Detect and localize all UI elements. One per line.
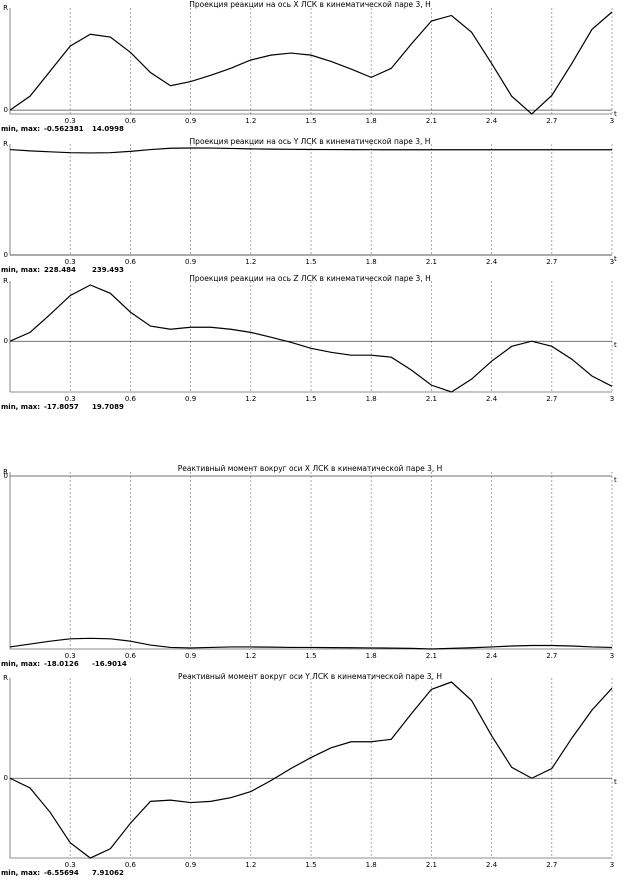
x-tick-label: 2.1 <box>426 652 437 660</box>
min-value: -0.562381 <box>44 125 84 133</box>
x-axis-label: t <box>614 778 617 786</box>
data-line <box>9 637 613 650</box>
minmax-label: min, max: <box>1 266 40 274</box>
chart-title: Проекция реакции на ось X ЛСК в кинемати… <box>189 0 430 9</box>
x-tick-label: 2.1 <box>426 395 437 403</box>
x-tick-label: 1.8 <box>366 652 377 660</box>
x-tick-label: 0.6 <box>125 117 137 125</box>
x-tick-label: 1.8 <box>366 861 377 869</box>
y-tick-label: 0 <box>4 472 8 480</box>
max-value: 239.493 <box>92 266 124 274</box>
x-tick-label: 0.3 <box>65 117 76 125</box>
x-tick-label: 1.2 <box>245 395 256 403</box>
x-tick-label: 1.5 <box>305 861 316 869</box>
x-tick-label: 1.2 <box>245 258 256 266</box>
x-tick-label: 0.3 <box>65 258 76 266</box>
x-tick-label: 0.9 <box>185 117 196 125</box>
x-tick-label: 2.7 <box>546 258 557 266</box>
x-tick-label: 0.9 <box>185 861 196 869</box>
minmax-label: min, max: <box>1 403 40 411</box>
max-value: 7.91062 <box>92 869 124 877</box>
x-tick-label: 3 <box>610 395 614 403</box>
min-value: 228.484 <box>44 266 76 274</box>
chart-title: Проекция реакции на ось Y ЛСК в кинемати… <box>190 137 431 146</box>
x-axis-label: t <box>614 476 617 484</box>
x-tick-label: 2.4 <box>486 258 498 266</box>
y-axis-label: R <box>3 140 8 148</box>
x-tick-label: 2.7 <box>546 861 557 869</box>
y-tick-label: 0 <box>4 251 8 259</box>
x-tick-label: 1.8 <box>366 117 377 125</box>
y-tick-label: 0 <box>4 106 8 114</box>
data-line <box>9 681 613 859</box>
x-tick-label: 2.7 <box>546 395 557 403</box>
x-tick-label: 0.3 <box>65 652 76 660</box>
chart-title: Проекция реакции на ось Z ЛСК в кинемати… <box>189 274 430 283</box>
x-tick-label: 3 <box>610 861 614 869</box>
x-tick-label: 1.5 <box>305 652 316 660</box>
x-tick-label: 2.1 <box>426 117 437 125</box>
x-tick-label: 1.2 <box>245 117 256 125</box>
y-axis-label: R <box>3 4 8 12</box>
x-tick-label: 3 <box>610 258 614 266</box>
y-axis-label: R <box>3 468 8 476</box>
minmax-label: min, max: <box>1 869 40 877</box>
max-value: 19.7089 <box>92 403 124 411</box>
min-value: -18.0126 <box>44 660 79 668</box>
x-tick-label: 0.9 <box>185 652 196 660</box>
x-axis-label: t <box>614 110 617 118</box>
x-tick-label: 0.6 <box>125 395 137 403</box>
data-line <box>9 147 612 154</box>
min-value: -17.8057 <box>44 403 79 411</box>
x-tick-label: 2.4 <box>486 861 498 869</box>
x-tick-label: 2.1 <box>426 861 437 869</box>
x-tick-label: 2.4 <box>486 117 498 125</box>
x-axis-label: t <box>614 255 617 263</box>
x-axis-label: t <box>614 341 617 349</box>
chart-title: Реактивный момент вокруг оси Y ЛСК в кин… <box>178 672 442 681</box>
x-tick-label: 2.1 <box>426 258 437 266</box>
y-axis-label: R <box>3 674 8 682</box>
max-value: 14.0998 <box>92 125 124 133</box>
max-value: -16.9014 <box>92 660 127 668</box>
x-tick-label: 2.7 <box>546 117 557 125</box>
x-tick-label: 0.6 <box>125 258 137 266</box>
x-tick-label: 2.4 <box>486 395 498 403</box>
x-tick-label: 2.7 <box>546 652 557 660</box>
x-tick-label: 3 <box>610 652 614 660</box>
y-tick-label: 0 <box>4 774 8 782</box>
data-line <box>9 11 613 115</box>
x-tick-label: 1.5 <box>305 395 316 403</box>
min-value: -6.55694 <box>44 869 79 877</box>
x-tick-label: 0.9 <box>185 395 196 403</box>
x-tick-label: 0.3 <box>65 395 76 403</box>
x-tick-label: 1.8 <box>366 258 377 266</box>
x-tick-label: 1.2 <box>245 652 256 660</box>
x-tick-label: 1.5 <box>305 258 316 266</box>
x-tick-label: 3 <box>610 117 614 125</box>
x-tick-label: 2.4 <box>486 652 498 660</box>
y-tick-label: 0 <box>4 337 8 345</box>
x-tick-label: 0.9 <box>185 258 196 266</box>
y-axis-label: R <box>3 277 8 285</box>
x-tick-label: 1.5 <box>305 117 316 125</box>
x-tick-label: 1.2 <box>245 861 256 869</box>
data-line <box>9 284 613 393</box>
x-tick-label: 0.6 <box>125 652 137 660</box>
x-tick-label: 0.6 <box>125 861 137 869</box>
chart-title: Реактивный момент вокруг оси X ЛСК в кин… <box>178 464 443 473</box>
minmax-label: min, max: <box>1 660 40 668</box>
x-tick-label: 1.8 <box>366 395 377 403</box>
x-tick-label: 0.3 <box>65 861 76 869</box>
minmax-label: min, max: <box>1 125 40 133</box>
